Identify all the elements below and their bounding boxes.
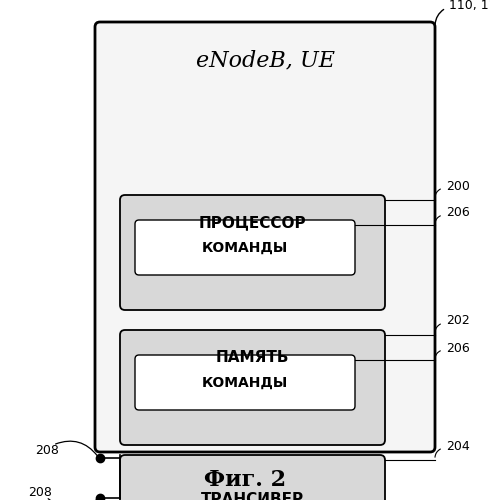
Text: ПРОЦЕССОР: ПРОЦЕССОР [198, 216, 306, 230]
FancyBboxPatch shape [120, 330, 385, 445]
Text: 208: 208 [35, 444, 59, 456]
Text: 110, 112, 116, 118: 110, 112, 116, 118 [449, 0, 490, 12]
Text: ПАМЯТЬ: ПАМЯТЬ [216, 350, 289, 366]
Text: 204: 204 [446, 440, 470, 452]
Text: Фиг. 2: Фиг. 2 [204, 469, 286, 491]
Text: КОМАНДЫ: КОМАНДЫ [202, 376, 288, 390]
Text: eNodeB, UE: eNodeB, UE [196, 49, 335, 71]
Text: 200: 200 [446, 180, 470, 192]
Text: 202: 202 [446, 314, 470, 328]
Text: 206: 206 [446, 342, 470, 354]
Text: 208: 208 [28, 486, 52, 498]
Text: КОМАНДЫ: КОМАНДЫ [202, 240, 288, 254]
FancyBboxPatch shape [120, 455, 385, 500]
FancyBboxPatch shape [120, 195, 385, 310]
Text: ТРАНСИВЕР: ТРАНСИВЕР [201, 492, 304, 500]
FancyBboxPatch shape [135, 355, 355, 410]
FancyBboxPatch shape [135, 220, 355, 275]
Text: 206: 206 [446, 206, 470, 220]
FancyBboxPatch shape [95, 22, 435, 452]
